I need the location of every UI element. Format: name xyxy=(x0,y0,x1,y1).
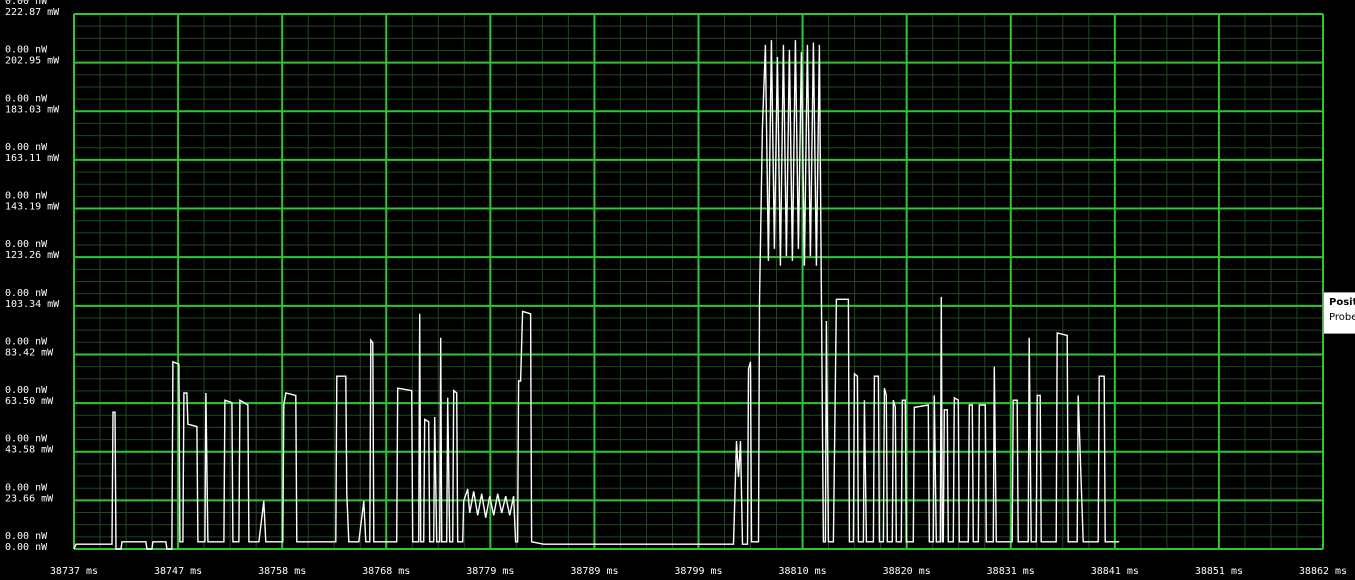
tooltip-line-2: Probe xyxy=(1329,312,1355,323)
y-tick-label: 143.19 mW xyxy=(5,202,60,213)
y-tick-label: 0.00 nW xyxy=(5,542,48,553)
series-line xyxy=(73,40,1120,550)
y-tick-label: 23.66 mW xyxy=(5,493,54,504)
y-tick-label: 202.95 mW xyxy=(5,56,60,67)
x-tick-label: 38810 ms xyxy=(778,566,826,577)
x-tick-label: 38747 ms xyxy=(154,566,202,577)
y-tick-label: 123.26 mW xyxy=(5,250,60,261)
x-tick-label: 38737 ms xyxy=(50,566,98,577)
x-tick-label: 38841 ms xyxy=(1091,566,1139,577)
y-tick-label: 0.00 nW xyxy=(5,336,48,347)
x-axis-labels: 38737 ms 38747 ms 38758 ms 38768 ms 38779 ms… xyxy=(50,566,1347,577)
y-tick-label: 103.34 mW xyxy=(5,299,60,310)
power-trace xyxy=(73,40,1120,550)
x-tick-label: 38758 ms xyxy=(258,566,306,577)
y-tick-label: 83.42 mW xyxy=(5,347,54,358)
grid xyxy=(73,13,1324,550)
y-tick-label: 222.87 mW xyxy=(5,7,60,18)
x-tick-label: 38779 ms xyxy=(466,566,514,577)
x-tick-label: 38862 ms xyxy=(1299,566,1347,577)
x-tick-label: 38820 ms xyxy=(883,566,931,577)
x-tick-label: 38831 ms xyxy=(987,566,1035,577)
y-tick-label: 0.00 nW xyxy=(5,288,48,299)
y-tick-label: 0.00 nW xyxy=(5,93,48,104)
y-tick-label: 0.00 nW xyxy=(5,385,48,396)
y-tick-label: 0.00 nW xyxy=(5,142,48,153)
y-tick-label: 0.00 nW xyxy=(5,45,48,56)
y-tick-label: 63.50 mW xyxy=(5,396,54,407)
y-tick-label: 0.00 nW xyxy=(5,434,48,445)
x-tick-label: 38768 ms xyxy=(362,566,410,577)
probe-tooltip: Posit Probe xyxy=(1323,292,1355,334)
x-tick-label: 38799 ms xyxy=(674,566,722,577)
y-tick-label: 183.03 mW xyxy=(5,104,60,115)
y-tick-label: 0.00 nW xyxy=(5,0,48,7)
y-tick-label: 43.58 mW xyxy=(5,445,54,456)
y-tick-label: 163.11 mW xyxy=(5,153,60,164)
y-tick-label: 0.00 nW xyxy=(5,482,48,493)
y-tick-label: 0.00 nW xyxy=(5,191,48,202)
y-tick-label: 0.00 nW xyxy=(5,239,48,250)
x-tick-label: 38789 ms xyxy=(570,566,618,577)
x-tick-label: 38851 ms xyxy=(1195,566,1243,577)
tooltip-line-1: Posit xyxy=(1329,297,1355,308)
y-tick-label: 0.00 nW xyxy=(5,531,48,542)
